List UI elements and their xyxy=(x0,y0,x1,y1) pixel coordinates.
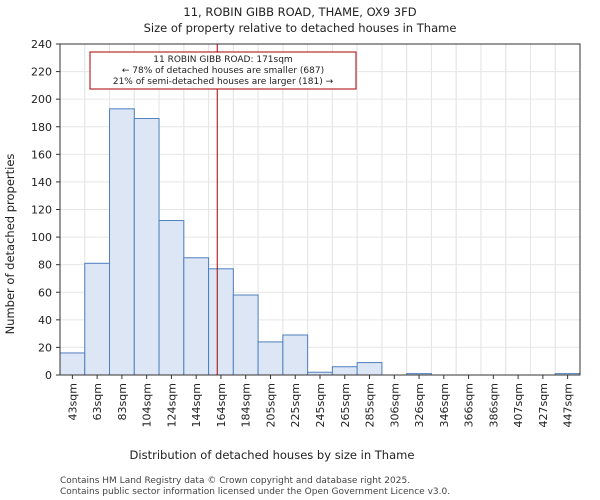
bar-124sqm xyxy=(158,220,185,376)
x-tick-label: 63sqm xyxy=(91,383,104,420)
annotation-line1: 11 ROBIN GIBB ROAD: 171sqm xyxy=(153,55,292,65)
y-tick-label: 40 xyxy=(38,314,52,327)
y-tick-label: 100 xyxy=(31,231,52,244)
x-tick-label: 43sqm xyxy=(66,383,79,420)
bar-104sqm xyxy=(133,117,160,376)
y-tick-label: 220 xyxy=(31,66,52,79)
x-axis-title: Distribution of detached houses by size … xyxy=(130,448,415,462)
bar-265sqm xyxy=(331,366,358,376)
bars xyxy=(59,108,581,376)
x-tick-label: 164sqm xyxy=(215,383,228,427)
bar-43sqm xyxy=(59,352,86,376)
y-tick-label: 0 xyxy=(45,369,52,382)
x-tick-label: 407sqm xyxy=(512,383,525,427)
x-tick-label: 144sqm xyxy=(190,383,203,427)
bar-285sqm xyxy=(356,362,383,376)
bar-205sqm xyxy=(257,341,284,376)
footer-line1: Contains HM Land Registry data © Crown c… xyxy=(60,476,410,486)
x-tick-label: 326sqm xyxy=(413,383,426,427)
annotation-line3: 21% of semi-detached houses are larger (… xyxy=(113,77,334,87)
x-tick-label: 245sqm xyxy=(314,383,327,427)
x-tick-label: 447sqm xyxy=(562,383,575,427)
bar-63sqm xyxy=(84,262,111,376)
bar-83sqm xyxy=(109,108,135,376)
x-tick-label: 306sqm xyxy=(388,383,401,427)
x-tick-label: 386sqm xyxy=(487,383,500,427)
x-tick-label: 205sqm xyxy=(264,383,277,427)
annotation-line2: ← 78% of detached houses are smaller (68… xyxy=(122,66,324,76)
x-tick-label: 427sqm xyxy=(537,383,550,427)
x-tick-label: 83sqm xyxy=(116,383,129,420)
bar-184sqm xyxy=(232,294,259,376)
y-tick-label: 240 xyxy=(31,38,52,51)
footer-line2: Contains public sector information licen… xyxy=(60,487,450,497)
y-axis-title: Number of detached properties xyxy=(3,154,17,335)
y-tick-label: 200 xyxy=(31,93,52,106)
annotation-border xyxy=(89,51,357,90)
x-tick-label: 104sqm xyxy=(141,383,154,427)
x-tick-label: 124sqm xyxy=(165,383,178,427)
y-tick-label: 160 xyxy=(31,148,52,161)
chart-title-line2: Size of property relative to detached ho… xyxy=(144,21,457,35)
x-tick-label: 346sqm xyxy=(438,383,451,427)
bar-144sqm xyxy=(183,257,210,376)
y-tick-label: 140 xyxy=(31,176,52,189)
x-tick-label: 285sqm xyxy=(364,383,377,427)
x-tick-label: 184sqm xyxy=(240,383,253,427)
annotation-box: 11 ROBIN GIBB ROAD: 171sqm ← 78% of deta… xyxy=(89,51,357,90)
y-tick-label: 120 xyxy=(31,204,52,217)
y-tick-label: 80 xyxy=(38,259,52,272)
x-tick-label: 225sqm xyxy=(289,383,302,427)
x-tick-label: 265sqm xyxy=(339,383,352,427)
y-tick-label: 180 xyxy=(31,121,52,134)
y-axis-ticks: 0 20 40 60 80 100 120 140 160 180 200 220 240 xyxy=(31,38,60,382)
chart-title-line1: 11, ROBIN GIBB ROAD, THAME, OX9 3FD xyxy=(183,5,416,19)
bar-164sqm xyxy=(208,268,234,376)
x-tick-label: 366sqm xyxy=(463,383,476,427)
y-tick-label: 20 xyxy=(38,341,52,354)
x-axis-ticks: 43sqm 63sqm 83sqm 104sqm 124sqm 144sqm 164sqm 1… xyxy=(66,375,575,427)
bar-225sqm xyxy=(282,334,309,376)
y-tick-label: 60 xyxy=(38,286,52,299)
